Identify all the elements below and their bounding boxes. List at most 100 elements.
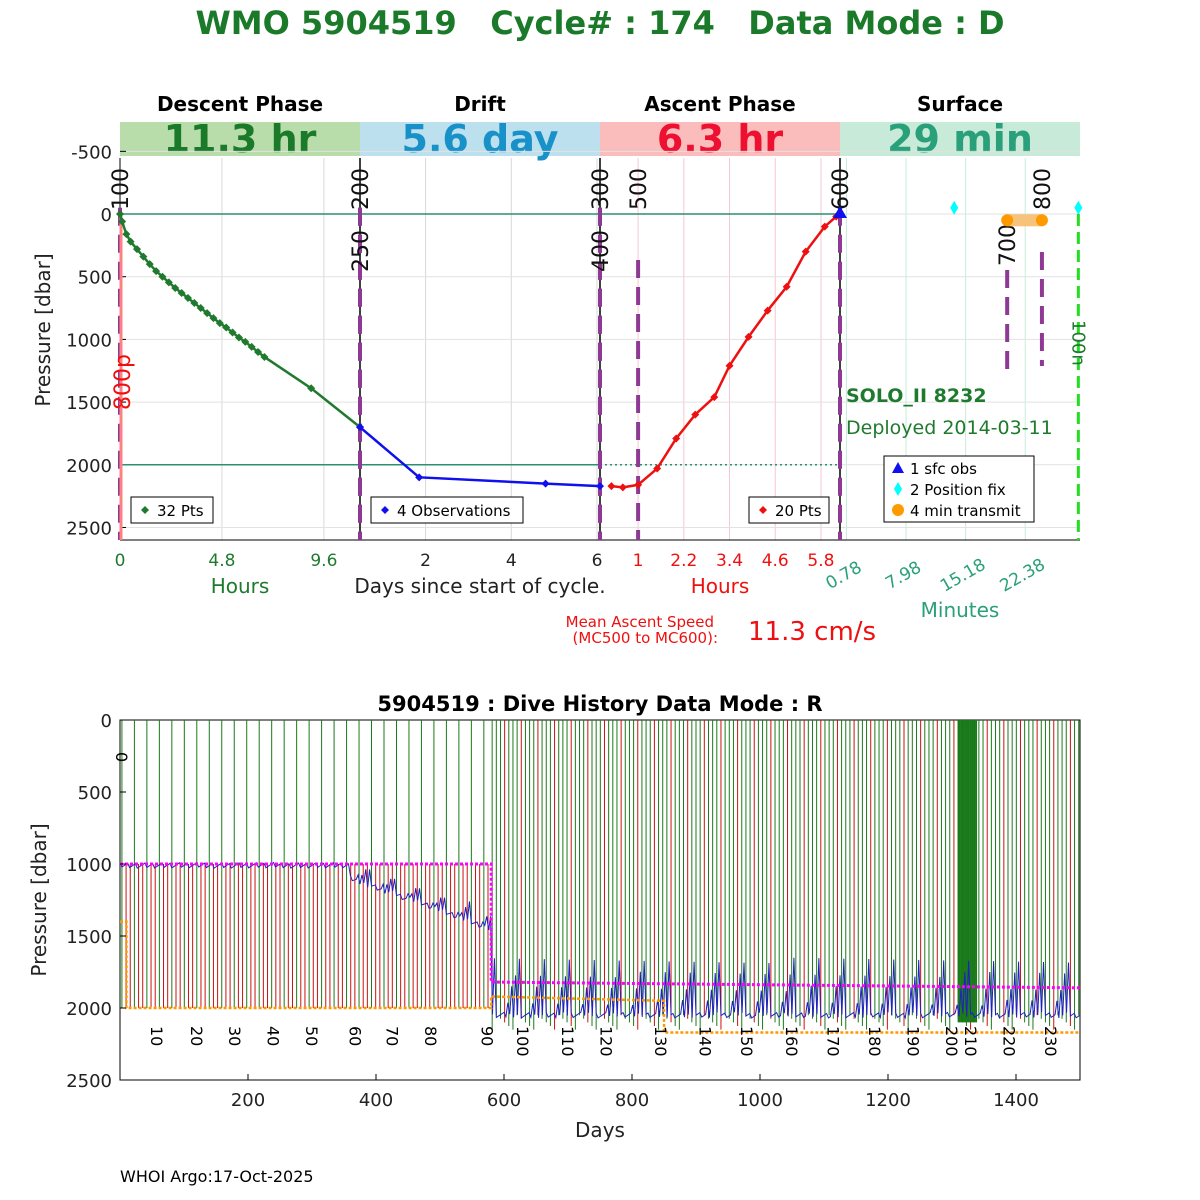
transmit-bar bbox=[1007, 214, 1042, 227]
deployed-date: Deployed 2014-03-11 bbox=[846, 417, 1053, 439]
phase-label: Surface bbox=[917, 92, 1003, 116]
mission-code-label: 200 bbox=[349, 168, 374, 210]
x-tick-label: 1 bbox=[633, 551, 644, 571]
drift-legend-box bbox=[370, 496, 524, 524]
cycle-number-label: 180 bbox=[865, 1026, 884, 1057]
phase-label: Ascent Phase bbox=[644, 92, 795, 116]
position-fix-marker bbox=[1074, 200, 1083, 215]
descent-point bbox=[254, 347, 263, 356]
descent-point bbox=[126, 237, 135, 246]
mean-speed-label: Mean Ascent Speed bbox=[566, 613, 714, 631]
cycle-number-label: 60 bbox=[346, 1026, 365, 1046]
drift-line bbox=[359, 426, 601, 488]
drift-point bbox=[541, 479, 550, 488]
surface-legend-swatch bbox=[892, 462, 904, 473]
descent-point bbox=[307, 384, 316, 393]
cycle-number-label: 90 bbox=[477, 1026, 496, 1046]
x-tick-label: 0 bbox=[115, 551, 126, 571]
phase-bar bbox=[600, 122, 840, 156]
cycle-number-label: 150 bbox=[737, 1026, 756, 1057]
ascent-point bbox=[607, 482, 616, 491]
dive-history-panel: 5904519 : Dive History Data Mode : R0500… bbox=[27, 692, 1081, 1142]
mission-code-label: 700 bbox=[996, 224, 1021, 266]
cycle-number-label: 160 bbox=[782, 1026, 801, 1057]
x-tick-label: 1000 bbox=[737, 1090, 783, 1111]
drift-legend-swatch bbox=[381, 506, 389, 514]
x-tick-label: 4.8 bbox=[208, 551, 235, 571]
surface-obs-marker bbox=[833, 206, 847, 219]
cycle-number-label: 190 bbox=[904, 1026, 923, 1057]
y-tick-label: 0 bbox=[101, 711, 112, 732]
cycle-number-label: 170 bbox=[824, 1026, 843, 1057]
y-tick-label: -500 bbox=[71, 142, 112, 163]
transmit-marker bbox=[1035, 214, 1048, 227]
cycle-number-label: 220 bbox=[1000, 1026, 1019, 1057]
x-tick-label: 600 bbox=[487, 1090, 521, 1111]
cycle-number-label: 140 bbox=[696, 1026, 715, 1057]
ascent-legend-swatch bbox=[759, 506, 767, 514]
descent-point bbox=[118, 217, 127, 226]
cycle-number-label: 30 bbox=[225, 1026, 244, 1046]
descent-point bbox=[183, 294, 192, 303]
surface-legend-text: 2 Position fix bbox=[910, 481, 1006, 499]
cycle-number-label: 110 bbox=[558, 1026, 577, 1057]
descent-point bbox=[203, 309, 212, 318]
descent-point bbox=[190, 299, 199, 308]
position-fix-marker bbox=[950, 200, 959, 215]
x-tick-label: 400 bbox=[359, 1090, 393, 1111]
x-tick-label: 2.2 bbox=[670, 551, 697, 571]
cycle-number-label: 20 bbox=[187, 1026, 206, 1046]
cycle-number-label: 100 bbox=[513, 1026, 532, 1057]
ascent-point bbox=[653, 464, 662, 473]
drift-point bbox=[415, 473, 424, 482]
descent-point bbox=[196, 304, 205, 313]
cycle-number-label: 10 bbox=[147, 1026, 166, 1046]
descent-legend-text: 32 Pts bbox=[157, 502, 204, 520]
phase-label: Drift bbox=[454, 92, 506, 116]
y-axis-label: Pressure [dbar] bbox=[27, 823, 51, 976]
cycle-number-label: 0 bbox=[112, 752, 131, 762]
ascent-point bbox=[763, 306, 772, 315]
y-tick-label: 2500 bbox=[66, 518, 112, 539]
descent-point bbox=[139, 252, 148, 261]
y-tick-label: 1000 bbox=[66, 855, 112, 876]
ascent-point bbox=[782, 282, 791, 291]
mean-speed-sub: (MC500 to MC600): bbox=[573, 629, 718, 647]
float-name: SOLO_II 8232 bbox=[846, 385, 987, 407]
transmit-marker bbox=[1001, 214, 1014, 227]
drift-x-label: Days since start of cycle. bbox=[354, 574, 605, 598]
mission-code-label: 400 bbox=[589, 230, 614, 272]
profile-pressure-line bbox=[120, 920, 1080, 1034]
cycle-number-label: 130 bbox=[651, 1026, 670, 1057]
surface-legend-swatch bbox=[894, 482, 902, 496]
descent-point bbox=[209, 314, 218, 323]
descent-point bbox=[171, 284, 180, 292]
descent-legend-swatch bbox=[141, 506, 149, 514]
x-tick-label: 1400 bbox=[993, 1090, 1039, 1111]
descent-point bbox=[158, 272, 167, 281]
phase-bar bbox=[360, 122, 600, 156]
drift-legend-text: 4 Observations bbox=[397, 502, 511, 520]
descent-point bbox=[164, 278, 173, 287]
sensor-label: 800p bbox=[111, 354, 136, 410]
descent-point bbox=[241, 337, 250, 346]
phase-duration: 6.3 hr bbox=[657, 117, 784, 161]
x-tick-label: 3.4 bbox=[716, 551, 743, 571]
park-pressure-line bbox=[120, 862, 1081, 990]
y-tick-label: 1500 bbox=[66, 927, 112, 948]
descent-point bbox=[145, 260, 154, 269]
x-tick-label: 4 bbox=[506, 551, 517, 571]
ascent-point bbox=[744, 332, 753, 341]
x-tick-label: 6 bbox=[592, 551, 603, 571]
y-tick-label: 2000 bbox=[66, 999, 112, 1020]
cycle-number-label: 120 bbox=[596, 1026, 615, 1057]
x-tick-label: 15.18 bbox=[937, 555, 989, 597]
ascent-line bbox=[611, 215, 838, 489]
ascent-point bbox=[710, 393, 719, 402]
cycle-number-label: 200 bbox=[942, 1026, 961, 1057]
surface-legend-box bbox=[883, 455, 1035, 523]
ascent-point bbox=[725, 361, 734, 370]
phase-bar bbox=[120, 122, 360, 156]
ascent-x-label: Hours bbox=[691, 574, 750, 598]
